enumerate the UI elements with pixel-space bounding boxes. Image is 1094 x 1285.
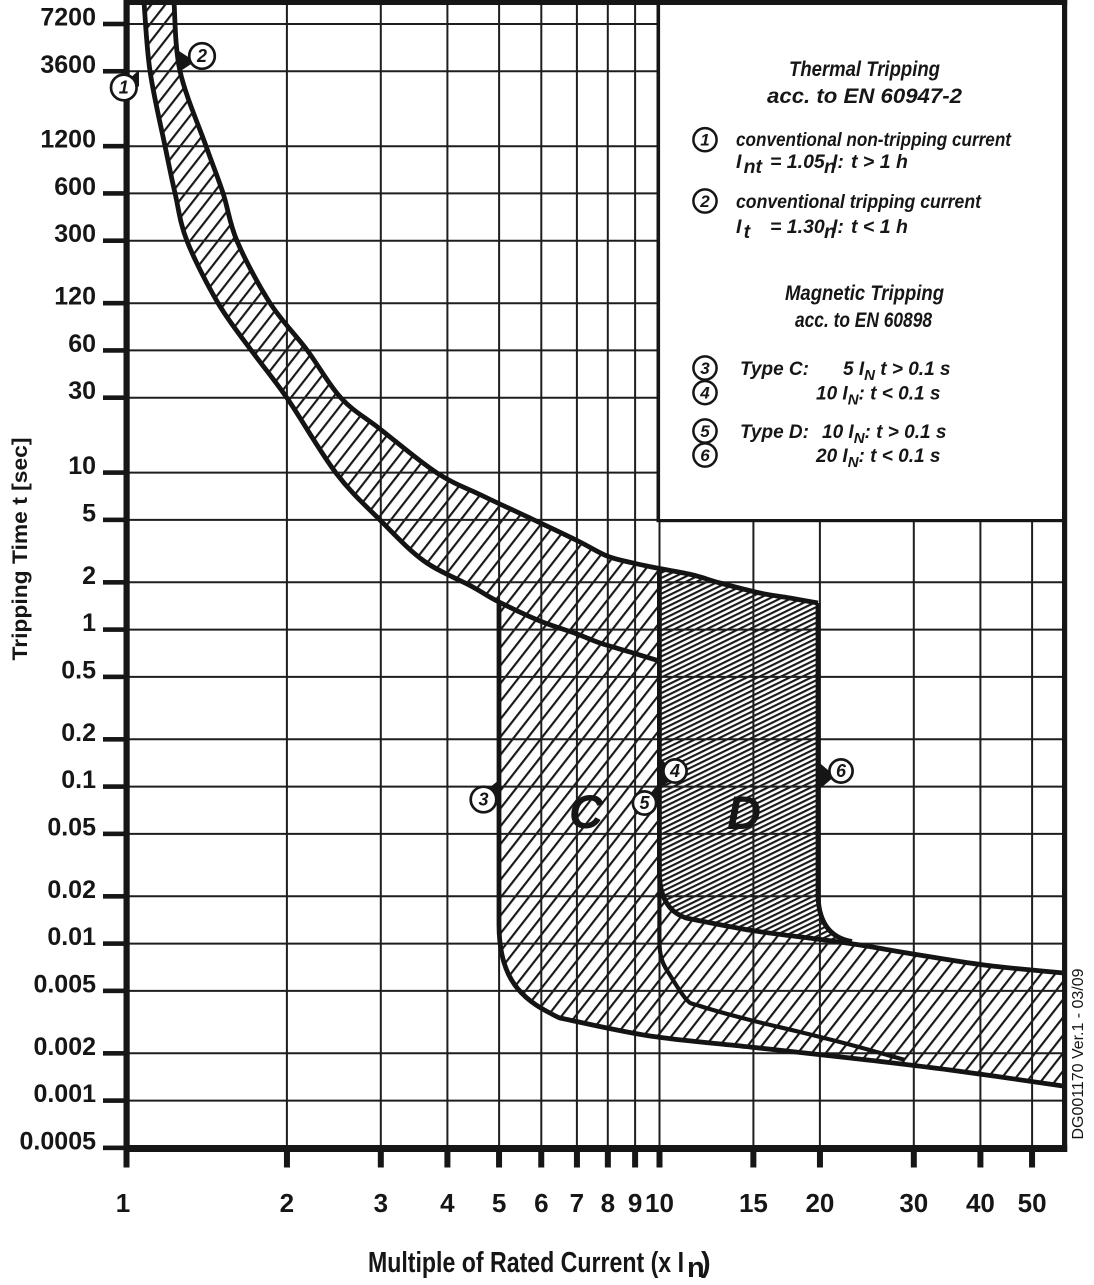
svg-text:30: 30 [68, 377, 96, 405]
svg-text:20: 20 [805, 1188, 834, 1218]
svg-text:120: 120 [54, 283, 96, 311]
svg-text:0.02: 0.02 [47, 876, 96, 904]
svg-text:5: 5 [639, 793, 650, 813]
svg-text:= 1.30: = 1.30 [770, 216, 825, 238]
svg-text:I: I [736, 216, 742, 238]
svg-text:D: D [727, 786, 761, 839]
svg-text:nt: nt [744, 156, 764, 178]
svg-text:DG001170 Ver.1 - 03/09: DG001170 Ver.1 - 03/09 [1070, 968, 1087, 1139]
svg-text:7: 7 [570, 1188, 584, 1218]
svg-text:conventional non-tripping curr: conventional non-tripping current [736, 130, 1012, 151]
svg-text:t: t [744, 221, 752, 243]
svg-text:2: 2 [82, 562, 96, 590]
svg-text:7200: 7200 [40, 4, 96, 32]
svg-text:0.0005: 0.0005 [20, 1127, 97, 1155]
svg-text:4: 4 [669, 761, 680, 781]
svg-text:5: 5 [492, 1188, 506, 1218]
svg-text:50: 50 [1018, 1188, 1047, 1218]
svg-text:1: 1 [119, 78, 129, 98]
svg-text:acc. to EN 60947-2: acc. to EN 60947-2 [767, 85, 962, 108]
svg-text:= 1.05: = 1.05 [770, 151, 826, 173]
svg-text:3600: 3600 [40, 51, 96, 79]
svg-text:30: 30 [899, 1188, 928, 1218]
svg-text:5 IN t > 0.1 s: 5 IN t > 0.1 s [843, 359, 951, 384]
svg-text:1: 1 [116, 1188, 130, 1218]
svg-text:10: 10 [68, 452, 96, 480]
svg-text:0.05: 0.05 [47, 813, 96, 841]
svg-text:8: 8 [601, 1188, 615, 1218]
svg-text:1: 1 [700, 131, 709, 150]
svg-text:Multiple of Rated Current (x I: Multiple of Rated Current (x I [368, 1247, 684, 1279]
svg-text:4: 4 [440, 1188, 455, 1218]
svg-text:0.5: 0.5 [61, 656, 96, 684]
svg-text:15: 15 [739, 1188, 768, 1218]
svg-text:n: n [824, 221, 836, 243]
svg-text:acc. to EN 60898: acc. to EN 60898 [795, 309, 932, 332]
svg-text:t < 1 h: t < 1 h [851, 216, 908, 238]
svg-text:3: 3 [700, 359, 710, 378]
svg-text:I:: I: [832, 216, 844, 238]
svg-text:6: 6 [534, 1188, 548, 1218]
svg-text:Magnetic Tripping: Magnetic Tripping [785, 282, 944, 305]
svg-text:C: C [569, 785, 604, 838]
svg-text:20 IN: t < 0.1 s: 20 IN: t < 0.1 s [815, 446, 940, 471]
svg-text:10: 10 [645, 1188, 674, 1218]
svg-text:300: 300 [54, 220, 96, 248]
svg-text:I:: I: [832, 151, 844, 173]
svg-text:4: 4 [699, 383, 710, 402]
svg-text:2: 2 [699, 192, 710, 211]
svg-text:n: n [687, 1252, 705, 1280]
svg-text:Thermal Tripping: Thermal Tripping [789, 58, 940, 81]
svg-text:I: I [736, 151, 742, 173]
svg-text:9: 9 [628, 1188, 642, 1218]
svg-text:0.1: 0.1 [61, 766, 96, 794]
svg-text:0.002: 0.002 [33, 1033, 96, 1061]
svg-text:10 IN: t < 0.1 s: 10 IN: t < 0.1 s [816, 384, 940, 409]
svg-text:1200: 1200 [40, 126, 96, 154]
svg-text:n: n [824, 156, 836, 178]
svg-text:0.005: 0.005 [33, 970, 96, 998]
svg-text:1: 1 [82, 609, 96, 637]
svg-text:6: 6 [700, 446, 710, 465]
svg-text:Tripping Time t [sec]: Tripping Time t [sec] [9, 438, 32, 661]
svg-text:3: 3 [374, 1188, 388, 1218]
svg-text:Type C:: Type C: [740, 359, 809, 380]
svg-text:t > 1 h: t > 1 h [851, 151, 908, 173]
svg-text:2: 2 [280, 1188, 294, 1218]
svg-text:Type D:: Type D: [740, 422, 809, 443]
svg-text:5: 5 [82, 499, 96, 527]
svg-text:2: 2 [196, 46, 207, 66]
svg-text:3: 3 [478, 790, 488, 810]
svg-text:40: 40 [966, 1188, 995, 1218]
svg-text:10 IN: t > 0.1 s: 10 IN: t > 0.1 s [822, 422, 946, 447]
svg-text:5: 5 [700, 422, 710, 441]
svg-text:600: 600 [54, 173, 96, 201]
svg-text:0.001: 0.001 [33, 1080, 96, 1108]
svg-text:): ) [701, 1247, 711, 1279]
svg-text:6: 6 [836, 761, 847, 781]
svg-text:60: 60 [68, 330, 96, 358]
svg-text:0.01: 0.01 [47, 923, 96, 951]
svg-text:conventional tripping current: conventional tripping current [736, 192, 982, 213]
svg-text:0.2: 0.2 [61, 719, 96, 747]
